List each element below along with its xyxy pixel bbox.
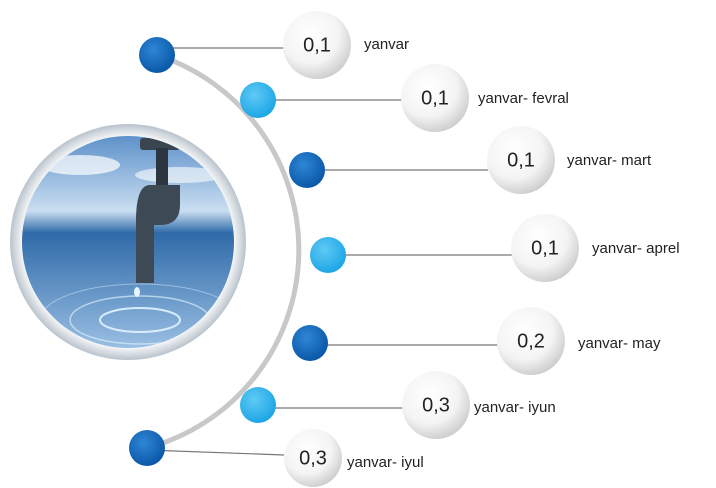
label: yanvar- may — [578, 335, 661, 352]
dot — [139, 37, 175, 73]
dot — [240, 387, 276, 423]
value: 0,1 — [421, 87, 449, 109]
dot — [240, 82, 276, 118]
dot — [289, 152, 325, 188]
value: 0,3 — [422, 394, 450, 416]
value: 0,1 — [507, 149, 535, 171]
dot — [292, 325, 328, 361]
label: yanvar- mart — [567, 152, 652, 169]
label: yanvar- iyun — [474, 399, 556, 416]
connector — [147, 450, 284, 455]
label: yanvar — [364, 36, 409, 53]
label: yanvar- aprel — [592, 240, 680, 257]
value: 0,1 — [303, 34, 331, 56]
label: yanvar- iyul — [347, 454, 424, 471]
dot — [129, 430, 165, 466]
infographic: 0,1 yanvar 0,1 yanvar- fevral 0,1 yanvar… — [0, 0, 716, 488]
dot — [310, 237, 346, 273]
value: 0,3 — [299, 447, 327, 469]
label: yanvar- fevral — [478, 90, 569, 107]
value: 0,1 — [531, 237, 559, 259]
value: 0,2 — [517, 330, 545, 352]
